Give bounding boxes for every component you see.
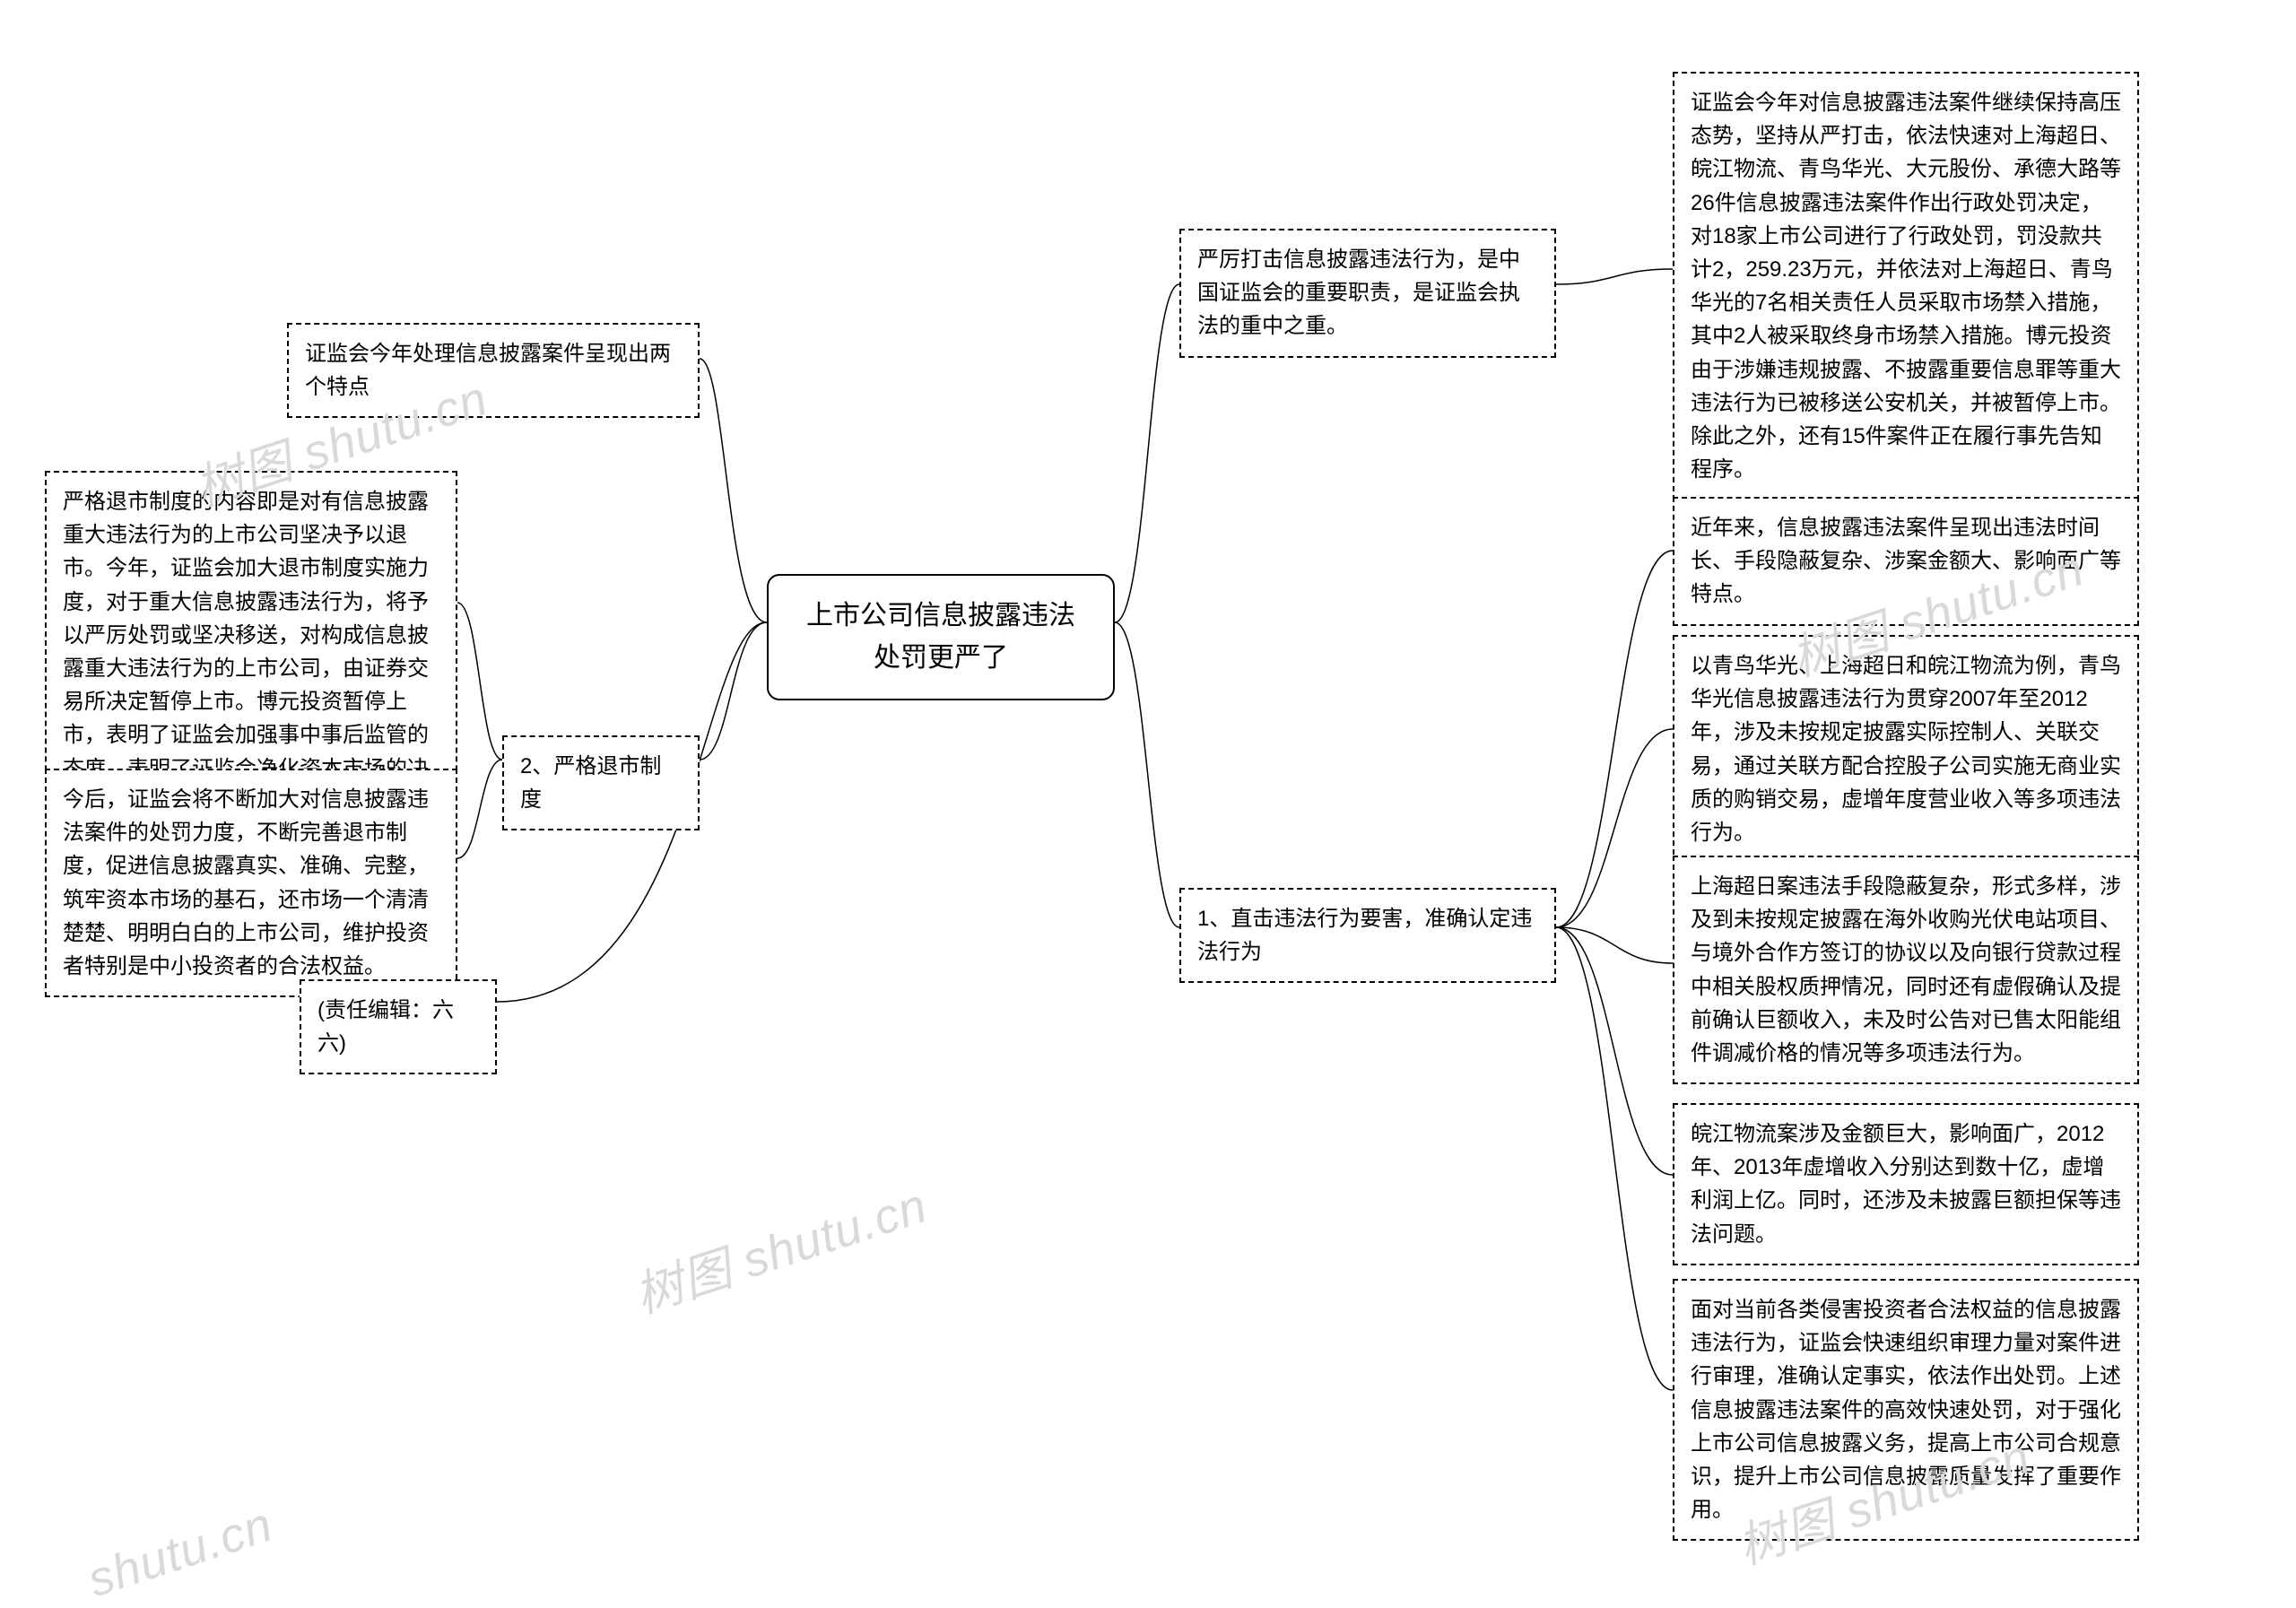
connector (1556, 551, 1673, 927)
node-L2: 2、严格退市制度 (502, 735, 700, 830)
connector (1556, 927, 1673, 1175)
connector (1115, 284, 1179, 622)
center-node: 上市公司信息披露违法处罚更严了 (767, 574, 1115, 700)
node-L3: (责任编辑：六六) (300, 979, 497, 1074)
connector (1556, 269, 1673, 284)
node-R2b: 以青鸟华光、上海超日和皖江物流为例，青鸟华光信息披露违法行为贯穿2007年至20… (1673, 635, 2139, 864)
connector (1115, 622, 1179, 927)
connector (700, 622, 767, 760)
node-R2: 1、直击违法行为要害，准确认定违法行为 (1179, 888, 1556, 983)
watermark: 树图 shutu.cn (624, 1166, 935, 1327)
connector (457, 603, 502, 760)
connector (1556, 927, 1673, 963)
node-R2a: 近年来，信息披露违法案件呈现出违法时间长、手段隐蔽复杂、涉案金额大、影响面广等特… (1673, 497, 2139, 626)
connector (457, 760, 502, 858)
node-R2e: 面对当前各类侵害投资者合法权益的信息披露违法行为，证监会快速组织审理力量对案件进… (1673, 1279, 2139, 1541)
node-L2b: 今后，证监会将不断加大对信息披露违法案件的处罚力度，不断完善退市制度，促进信息披… (45, 769, 457, 997)
node-L1: 证监会今年处理信息披露案件呈现出两个特点 (287, 323, 700, 418)
connector (1556, 729, 1673, 927)
watermark: shutu.cn (82, 1497, 280, 1608)
node-R2c: 上海超日案违法手段隐蔽复杂，形式多样，涉及到未按规定披露在海外收购光伏电站项目、… (1673, 856, 2139, 1084)
node-R2d: 皖江物流案涉及金额巨大，影响面广，2012年、2013年虚增收入分别达到数十亿，… (1673, 1103, 2139, 1265)
node-R1: 严厉打击信息披露违法行为，是中国证监会的重要职责，是证监会执法的重中之重。 (1179, 229, 1556, 358)
connector (1556, 927, 1673, 1390)
node-R1a: 证监会今年对信息披露违法案件继续保持高压态势，坚持从严打击，依法快速对上海超日、… (1673, 72, 2139, 500)
connector (700, 359, 767, 622)
